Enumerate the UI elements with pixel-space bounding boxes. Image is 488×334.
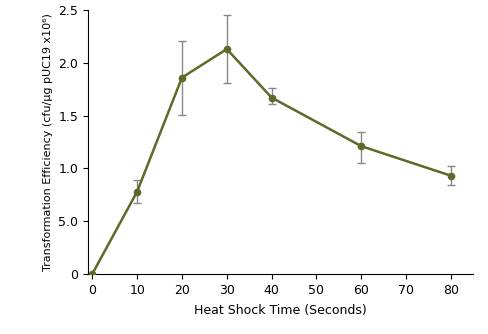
X-axis label: Heat Shock Time (Seconds): Heat Shock Time (Seconds) bbox=[194, 304, 367, 317]
Y-axis label: Transformation Efficiency (cfu/µg pUC19 x10⁶): Transformation Efficiency (cfu/µg pUC19 … bbox=[42, 13, 53, 271]
